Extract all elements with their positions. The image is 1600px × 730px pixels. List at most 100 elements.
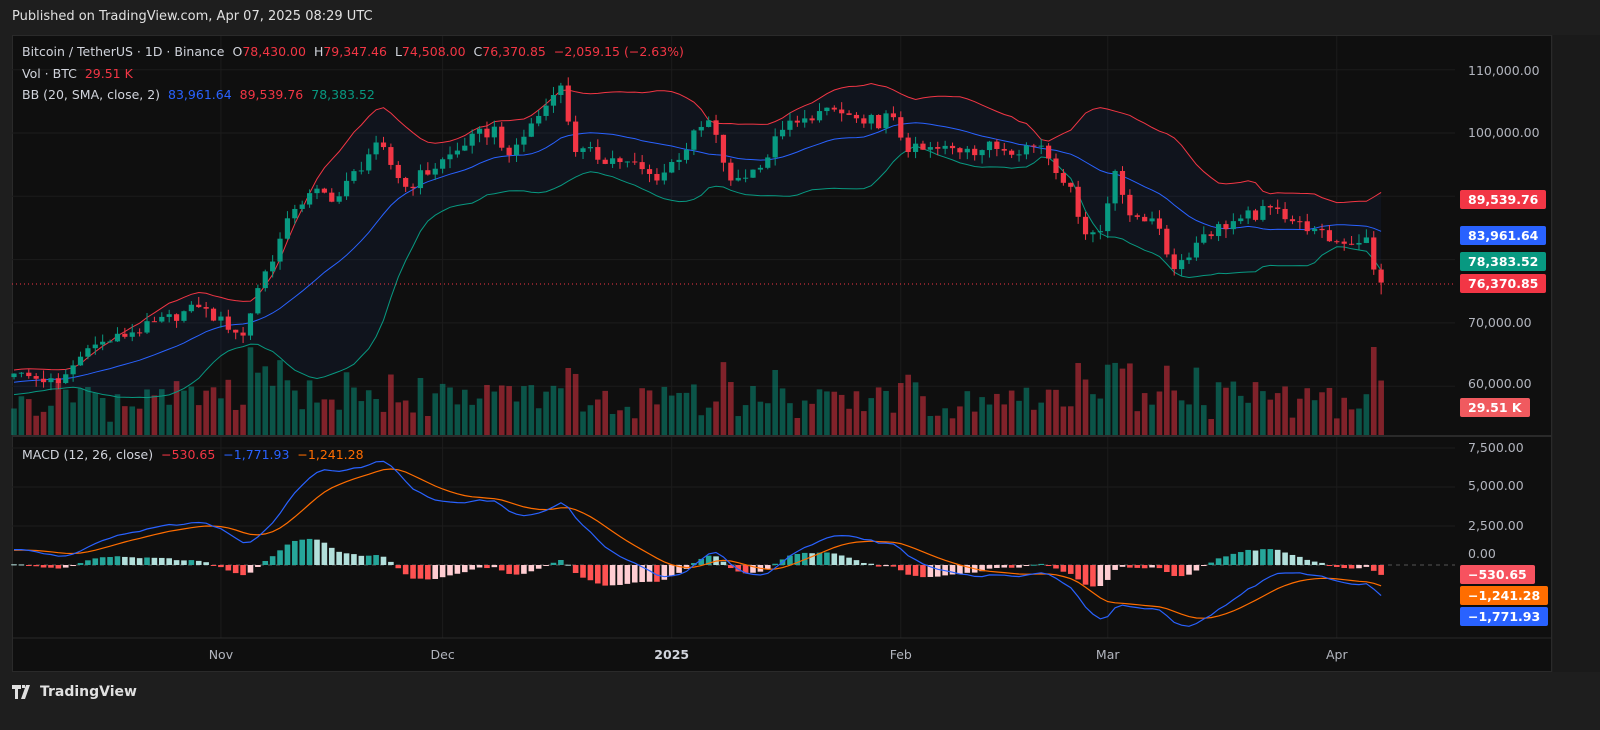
volume-bar	[240, 404, 246, 435]
volume-bar	[942, 408, 948, 435]
macd-label[interactable]: MACD (12, 26, close)	[22, 447, 154, 462]
candle	[876, 114, 882, 130]
volume-bar	[794, 417, 801, 435]
candle	[609, 150, 616, 168]
time-tick: Mar	[1095, 647, 1120, 662]
candle-body	[499, 126, 505, 148]
price-tick: 70,000.00	[1468, 315, 1532, 330]
bb-basis-value: 83,961.64	[168, 87, 232, 102]
candle-body	[839, 109, 845, 114]
candle	[1127, 189, 1133, 222]
volume-bar	[1230, 381, 1237, 435]
macd-hist-bar	[728, 565, 734, 569]
macd-hist-bar	[314, 539, 320, 565]
macd-hist-bar	[1334, 565, 1340, 567]
candle-body	[506, 147, 512, 156]
macd-hist-bar	[358, 555, 365, 565]
candle	[18, 372, 24, 378]
candle-body	[329, 192, 335, 202]
volume-bar	[299, 409, 306, 435]
tradingview-footer[interactable]: TradingView	[12, 684, 137, 700]
volume-bar	[757, 401, 764, 435]
candle-body	[1371, 237, 1377, 270]
volume-bar	[801, 400, 808, 435]
candle-body	[824, 107, 830, 112]
macd-hist-bar	[934, 565, 941, 577]
volume-bar	[1304, 388, 1311, 435]
macd-hist-bar	[1164, 565, 1170, 572]
volume-bar	[1341, 397, 1347, 435]
macd-hist-bar	[986, 565, 993, 569]
macd-hist-bar	[306, 538, 313, 565]
candle-body	[1215, 224, 1222, 237]
candle	[484, 121, 490, 145]
volume-bar	[683, 392, 690, 435]
volume-bar	[247, 347, 254, 435]
symbol-title[interactable]: Bitcoin / TetherUS · 1D · Binance	[22, 44, 225, 59]
macd-hist-bar	[1363, 565, 1370, 567]
candle-body	[166, 314, 172, 317]
volume-bar	[1370, 347, 1377, 435]
volume-bar	[1252, 382, 1259, 435]
volume-bar	[1001, 404, 1008, 435]
candle-body	[292, 208, 298, 219]
macd-hist-bar	[1134, 565, 1141, 568]
macd-hist-bar	[188, 560, 195, 565]
candle	[1156, 210, 1163, 236]
macd-hist-bar	[735, 565, 742, 572]
macd-hist-bar	[1075, 565, 1081, 580]
candle-body	[986, 141, 993, 151]
candle-body	[1046, 145, 1052, 159]
macd-hist-bar	[1141, 565, 1148, 569]
volume-bar	[432, 393, 439, 435]
candle-body	[935, 147, 941, 149]
candle-body	[1363, 237, 1369, 243]
high-label: H	[313, 44, 324, 59]
candle	[284, 211, 291, 240]
volume-bar	[1348, 409, 1355, 435]
candle	[1378, 263, 1384, 295]
candle-body	[691, 130, 697, 150]
volume-label[interactable]: Vol · BTC	[22, 66, 77, 81]
macd-hist-bar	[1200, 565, 1207, 566]
candle-body	[92, 344, 98, 349]
candle	[380, 136, 387, 150]
chart-frame[interactable]	[12, 35, 1552, 672]
candle-body	[787, 120, 793, 130]
candle	[1186, 252, 1192, 264]
candle-body	[1164, 228, 1170, 255]
volume-bar	[1016, 400, 1022, 435]
candle	[196, 296, 202, 308]
bb-label[interactable]: BB (20, SMA, close, 2)	[22, 87, 161, 102]
candle	[994, 139, 1000, 157]
candle-body	[654, 173, 660, 181]
candle	[1215, 221, 1222, 242]
macd-hist-bar	[698, 558, 705, 565]
volume-bar	[107, 421, 113, 435]
candle	[964, 145, 970, 160]
candle	[1097, 224, 1103, 240]
volume-bar	[1090, 394, 1096, 435]
candle	[343, 172, 350, 200]
candle-body	[1193, 242, 1199, 258]
candle-body	[1112, 170, 1118, 204]
volume-bar	[55, 382, 62, 435]
candle	[558, 82, 564, 104]
candle	[1356, 234, 1362, 251]
candle	[986, 140, 993, 158]
candle-body	[543, 105, 549, 116]
candle-body	[1378, 269, 1384, 283]
macd-hist-bar	[521, 565, 527, 574]
published-header: Published on TradingView.com, Apr 07, 20…	[12, 9, 373, 24]
candle-body	[624, 161, 630, 163]
macd-hist-bar	[144, 557, 150, 565]
low-value: 74,508.00	[401, 44, 466, 59]
volume-bar	[1067, 406, 1074, 435]
macd-hist-bar	[964, 565, 971, 573]
macd-hist-bar	[513, 565, 520, 575]
candle	[765, 154, 771, 170]
candle-body	[336, 196, 342, 202]
volume-bar	[543, 391, 549, 435]
macd-tick: 0.00	[1468, 546, 1496, 561]
